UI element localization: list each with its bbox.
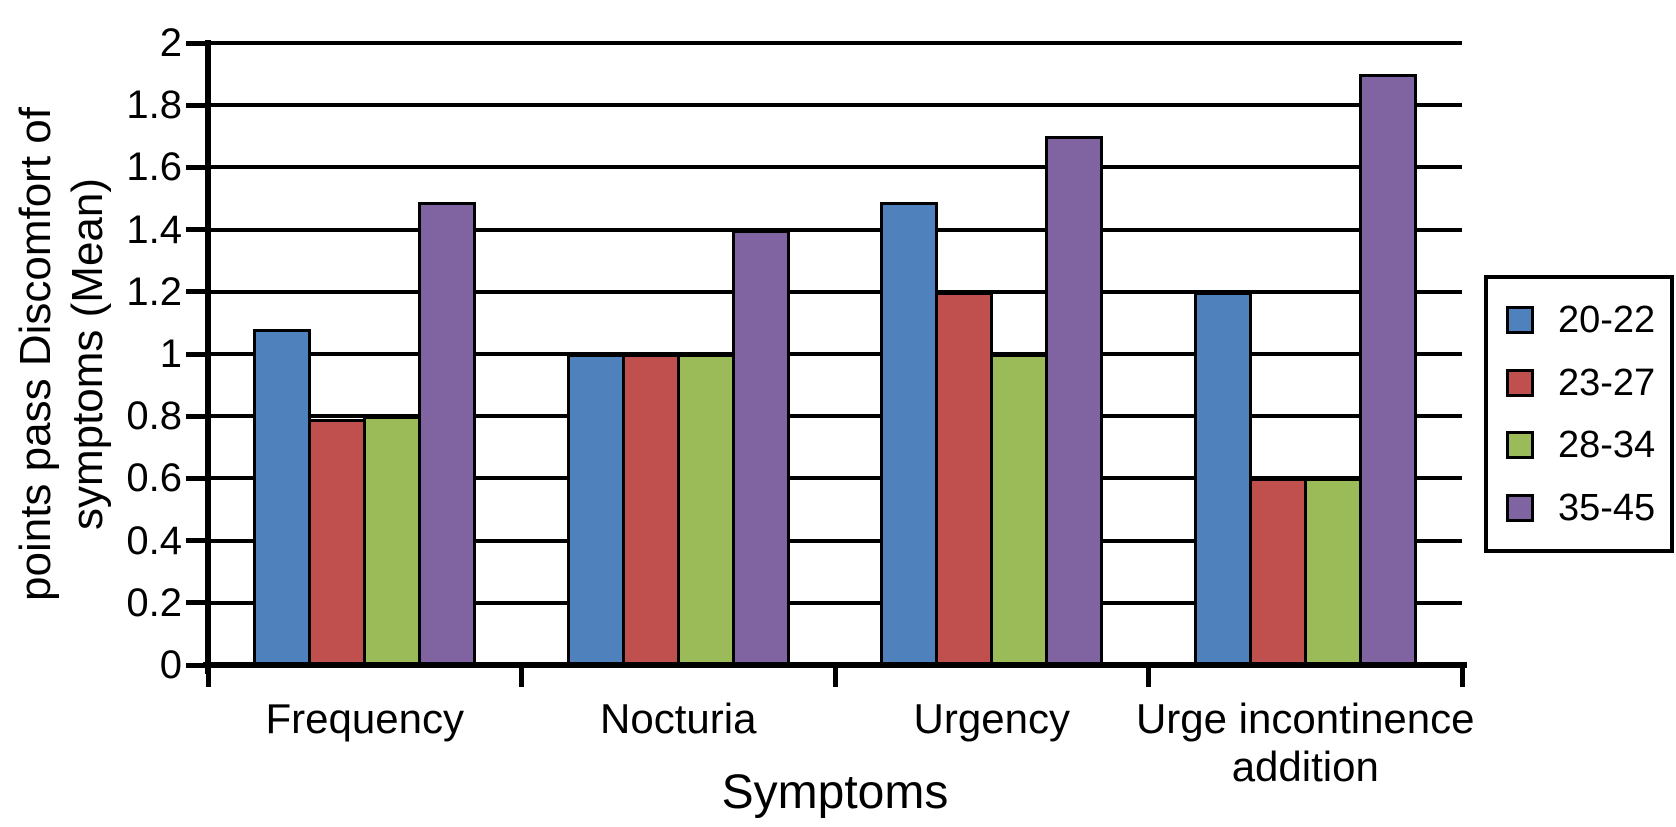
y-axis-tick-label: 0.6 [126,456,182,501]
y-axis-line [205,40,211,674]
y-axis-tick-label: 2 [159,21,182,65]
x-category-label: Urgency [913,695,1070,742]
bar-28-34-nocturia [676,354,735,665]
y-axis-tick-label: 1 [159,332,182,376]
y-axis-tick-label: 1.4 [126,207,182,252]
legend-item-28-34: 28-34 [1506,426,1670,464]
y-axis-title-line: points pass Discomfort of [11,107,60,601]
gridline [208,352,1462,356]
x-axis-tick [519,665,524,687]
bar-28-34-urge-incontinence-addition [1303,478,1362,665]
legend-item-35-45: 35-45 [1506,489,1670,527]
bar-23-27-nocturia [621,354,680,665]
legend-item-23-27: 23-27 [1506,364,1670,402]
gridline [208,41,1462,45]
x-axis-title: Symptoms [721,766,949,819]
y-axis-tick [186,600,208,606]
y-axis-tick-label: 0.8 [126,394,182,439]
y-axis-tick [186,164,208,170]
x-category-label: Nocturia [600,695,757,742]
gridline [208,103,1462,108]
legend-swatch-icon [1506,306,1534,335]
y-axis-tick [186,351,208,357]
y-axis-tick [186,662,208,668]
bar-35-45-frequency [418,202,477,665]
y-axis-tick [186,227,208,233]
x-axis-tick [1459,665,1465,687]
legend-label: 28-34 [1558,424,1656,467]
bar-20-22-nocturia [566,354,625,665]
y-axis-tick [186,102,208,108]
legend-item-20-22: 20-22 [1506,301,1670,339]
y-axis-tick-label: 1.2 [126,269,182,314]
legend-label: 35-45 [1558,486,1656,529]
bar-28-34-urgency [990,354,1049,665]
bar-23-27-urgency [935,292,994,665]
gridline [208,476,1462,481]
bar-35-45-urge-incontinence-addition [1358,74,1417,665]
legend-label: 20-22 [1558,299,1656,342]
plot-area [208,41,1462,665]
gridline [208,227,1462,232]
y-axis-tick-label: 0.4 [126,518,182,563]
x-category-label: Frequency [265,695,464,742]
y-axis-tick [186,40,208,46]
bar-35-45-nocturia [731,230,790,665]
gridline [208,600,1462,605]
y-axis-tick [186,538,208,544]
y-axis-tick-label: 0.2 [126,580,182,625]
gridline [208,414,1462,419]
bar-23-27-frequency [308,419,367,665]
bar-28-34-frequency [363,416,422,665]
gridline [208,538,1462,543]
bar-23-27-urge-incontinence-addition [1248,478,1307,665]
x-category-label: Urge incontinence addition [1135,695,1475,790]
gridline [208,289,1462,294]
legend-label: 23-27 [1558,361,1656,404]
y-axis-tick-label: 0 [159,643,182,687]
bar-20-22-urge-incontinence-addition [1193,292,1252,665]
y-axis-tick [186,413,208,419]
y-axis-tick-label: 1.8 [126,83,182,128]
x-axis-tick [832,665,838,687]
legend-swatch-icon [1506,368,1534,397]
legend-swatch-icon [1506,431,1534,460]
bar-35-45-urgency [1045,136,1104,665]
bar-20-22-urgency [880,202,939,665]
x-axis-tick [205,665,211,687]
legend-swatch-icon [1506,493,1534,522]
gridline [208,165,1462,170]
x-axis-tick [1146,665,1151,687]
y-axis-tick-label: 1.6 [126,145,182,190]
y-axis-tick [186,289,208,295]
legend: 20-22 23-27 28-34 35-45 [1484,275,1674,553]
bar-20-22-frequency [253,329,312,665]
y-axis-tick [186,475,208,481]
